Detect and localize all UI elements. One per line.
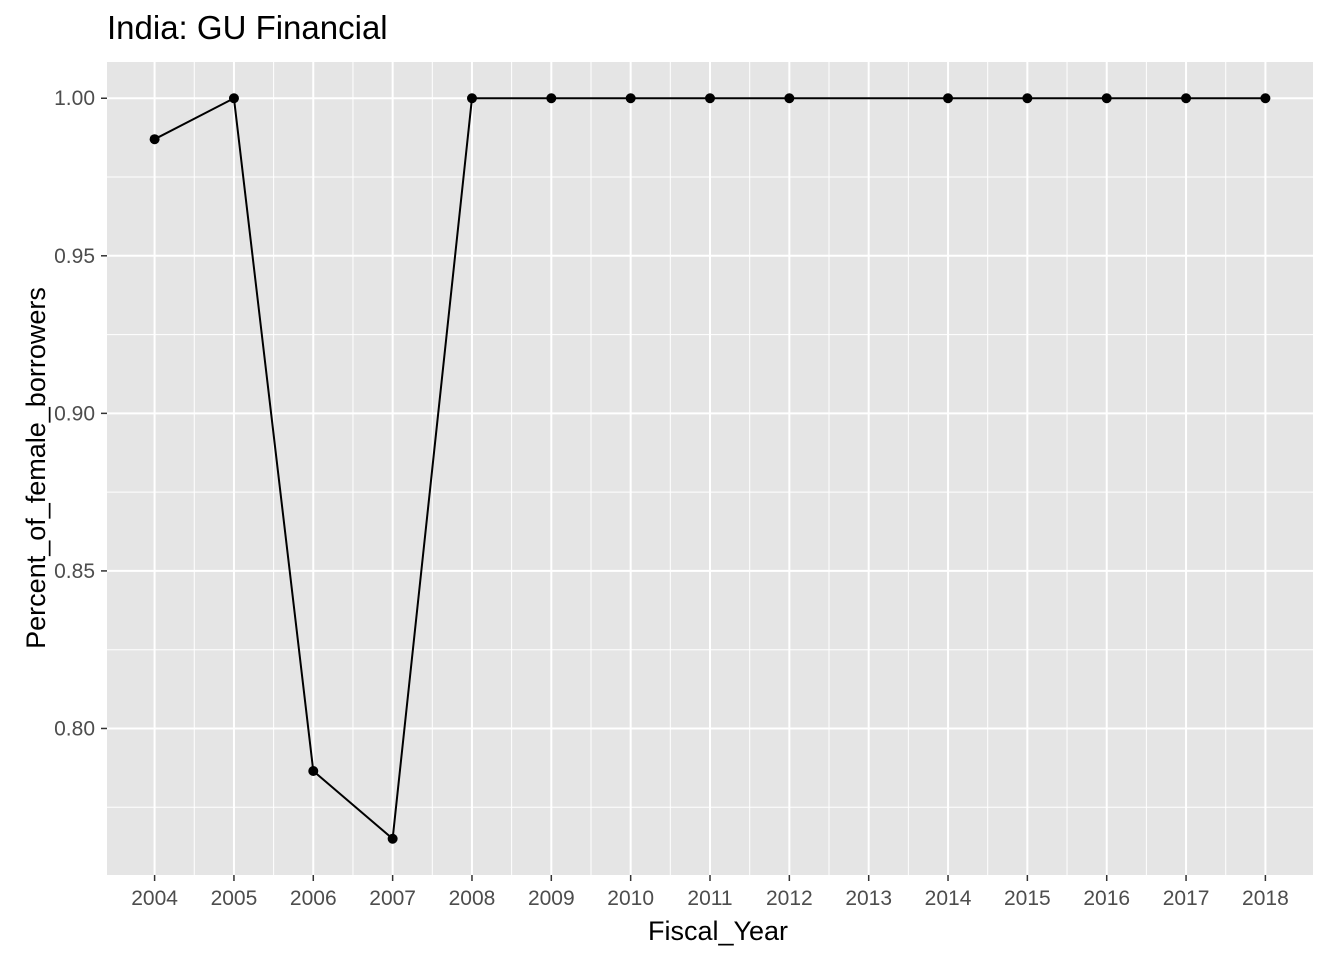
x-tick-label: 2018 [1242,887,1289,910]
x-tick-label: 2014 [925,887,972,910]
chart-title: India: GU Financial [107,9,388,46]
data-point [546,93,557,104]
x-tick-label: 2011 [687,887,732,910]
x-tick-label: 2004 [131,887,178,910]
data-point [466,93,477,104]
x-tick-label: 2008 [449,887,496,910]
series-line [154,96,1266,841]
x-axis-ticks: 2004 2005 2006 2007 2008 2009 2010 2011 2012 2013… [131,875,1289,910]
x-axis-title: Fiscal_Year [648,916,788,946]
y-tick-label: 0.85 [54,560,95,583]
x-tick-label: 2009 [528,887,575,910]
x-tick-label: 2013 [845,887,892,910]
data-point [387,833,398,844]
data-point [943,93,954,104]
x-tick-label: 2016 [1083,887,1130,910]
major-gridlines [107,62,1313,875]
data-point [1101,93,1112,104]
x-tick-label: 2015 [1004,887,1051,910]
x-tick-label: 2010 [607,887,654,910]
x-tick-label: 2007 [369,887,416,910]
data-point [1022,93,1033,104]
data-points [149,93,1271,844]
data-point [228,93,239,104]
data-point [149,134,160,145]
x-tick-label: 2012 [766,887,813,910]
data-point [705,93,715,104]
data-point [308,766,319,777]
data-point [1181,93,1192,104]
data-point [1260,93,1271,104]
data-point [784,93,795,104]
x-tick-label: 2017 [1163,887,1210,910]
data-point [625,93,636,104]
x-tick-label: 2005 [211,887,258,910]
y-tick-label: 0.90 [54,402,95,425]
y-tick-label: 1.00 [54,87,95,110]
y-tick-label: 0.95 [54,245,95,268]
y-tick-label: 0.80 [54,717,95,740]
y-axis-title: Percent_of_female_borrowers [21,287,51,649]
y-axis-ticks: 0.80 0.85 0.90 0.95 1.00 [54,87,107,740]
x-tick-label: 2006 [290,887,337,910]
